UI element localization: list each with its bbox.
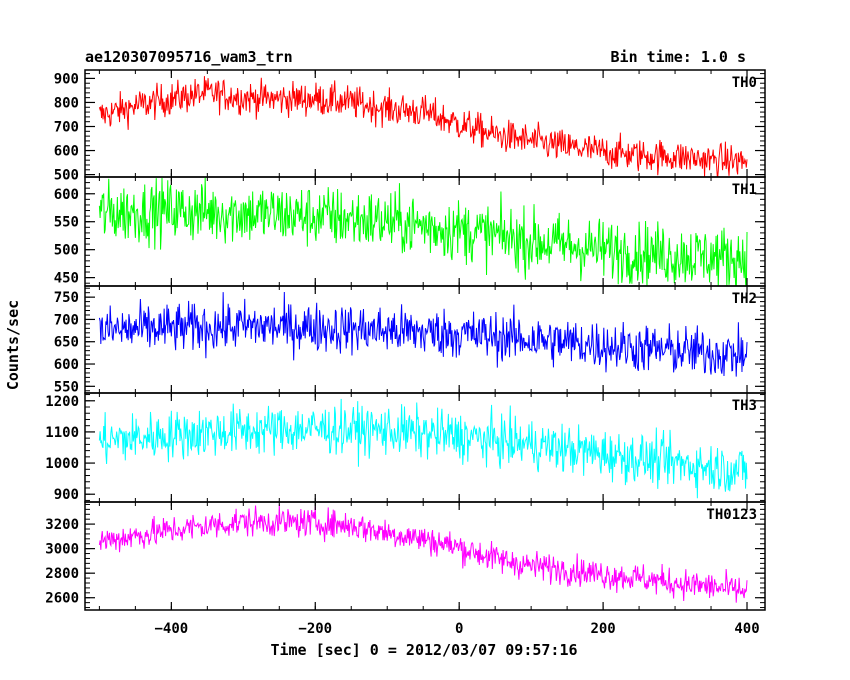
panel-label: TH0123	[706, 507, 757, 523]
panels: 500 600 700 800 900 TH0 450 500 550 600 TH1 550 600 6…	[45, 69, 766, 611]
y-tick-label: 600	[54, 357, 79, 373]
y-tick-label: 3000	[45, 542, 79, 558]
y-tick-label: 500	[54, 243, 79, 259]
panel-label: TH0	[732, 75, 757, 91]
x-tick-label: −200	[298, 621, 332, 637]
x-tick-label: 400	[734, 621, 759, 637]
y-tick-label: 2600	[45, 591, 79, 607]
x-axis: −400 −200 0 200 400	[154, 621, 759, 637]
y-axis-label: Counts/sec	[4, 300, 22, 390]
panel-th0123: 2600 2800 3000 3200 TH0123	[45, 501, 766, 611]
panel-frame	[84, 69, 766, 178]
y-tick-label: 1100	[45, 425, 79, 441]
panel-frame	[84, 501, 766, 611]
y-tick-label: 1000	[45, 456, 79, 472]
y-tick-label: 600	[54, 187, 79, 203]
series-line-th0123	[98, 504, 748, 603]
y-tick-label: 700	[54, 120, 79, 136]
y-tick-label: 750	[54, 290, 79, 306]
x-tick-label: 0	[455, 621, 463, 637]
panel-th2: 550 600 650 700 750 TH2	[54, 285, 766, 395]
y-tick-label: 450	[54, 271, 79, 287]
y-tick-label: 800	[54, 95, 79, 111]
panel-label: TH1	[732, 182, 757, 198]
y-tick-label: 900	[54, 487, 79, 503]
series-line-th2	[98, 292, 748, 377]
bin-time-label: Bin time: 1.0 s	[611, 48, 746, 66]
panel-th1: 450 500 550 600 TH1	[54, 176, 766, 287]
panel-th0: 500 600 700 800 900 TH0	[54, 69, 766, 184]
chart-title: ae120307095716_wam3_trn	[85, 48, 293, 66]
panel-frame	[84, 392, 766, 503]
panel-label: TH3	[732, 398, 757, 414]
y-tick-label: 650	[54, 335, 79, 351]
y-tick-label: 700	[54, 312, 79, 328]
y-tick-label: 550	[54, 215, 79, 231]
series-line-th1	[98, 177, 748, 286]
series-line-th3	[98, 398, 748, 499]
y-tick-label: 900	[54, 71, 79, 87]
y-tick-label: 1200	[45, 394, 79, 410]
panel-th3: 900 1000 1100 1200 TH3	[45, 392, 766, 503]
panel-label: TH2	[732, 291, 757, 307]
y-tick-label: 550	[54, 379, 79, 395]
x-axis-label: Time [sec] 0 = 2012/03/07 09:57:16	[270, 641, 577, 659]
y-tick-label: 500	[54, 168, 79, 184]
series-line-th0	[98, 76, 748, 177]
x-tick-label: −400	[154, 621, 188, 637]
x-tick-label: 200	[590, 621, 615, 637]
y-tick-label: 2800	[45, 566, 79, 582]
y-tick-label: 600	[54, 144, 79, 160]
y-tick-label: 3200	[45, 517, 79, 533]
